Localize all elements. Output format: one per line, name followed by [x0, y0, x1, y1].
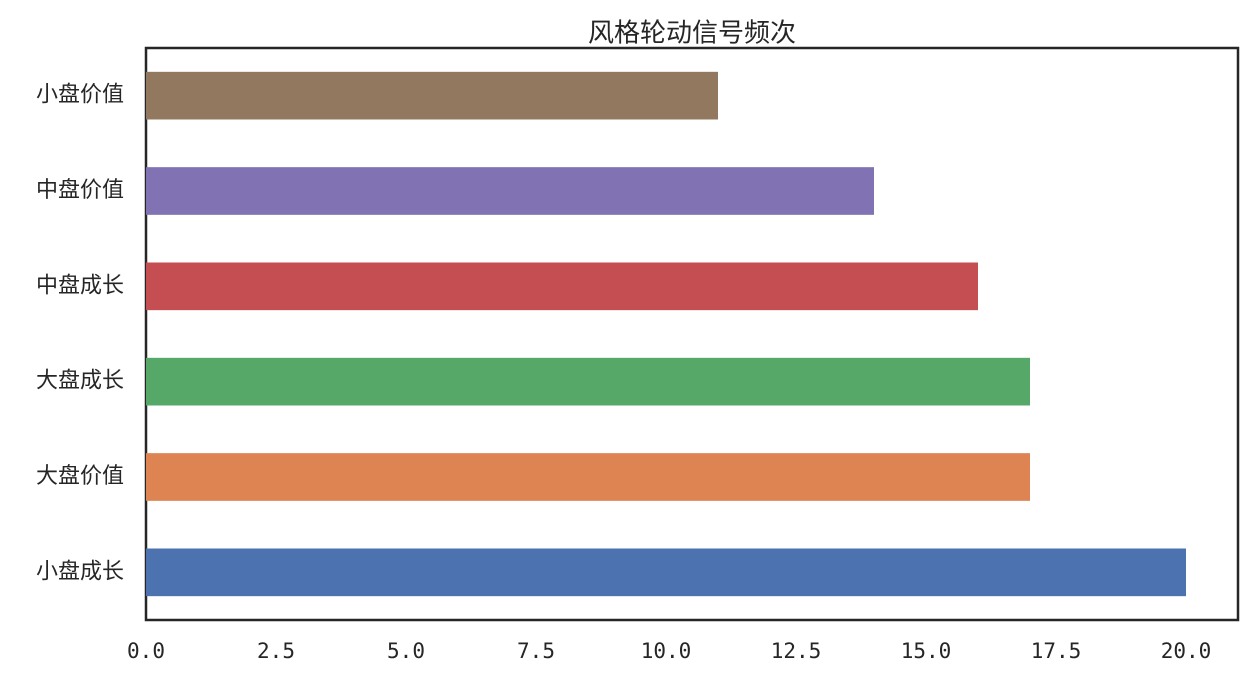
y-tick-label: 小盘价值 [36, 83, 124, 108]
plot-frame [144, 46, 1240, 622]
bar [146, 357, 1030, 406]
y-tick-label: 中盘成长 [36, 273, 124, 298]
bar [146, 548, 1186, 597]
x-tick-label: 5.0 [387, 639, 425, 663]
y-tick-label: 小盘成长 [36, 559, 124, 584]
y-tick-label: 大盘价值 [36, 464, 124, 489]
bar [146, 71, 718, 120]
x-tick-label: 2.5 [257, 639, 295, 663]
bar [146, 262, 978, 311]
x-tick-label: 10.0 [641, 639, 692, 663]
x-tick-label: 7.5 [517, 639, 555, 663]
x-tick-label: 17.5 [1031, 639, 1082, 663]
bar [146, 453, 1030, 501]
chart-title: 风格轮动信号频次 [588, 19, 796, 49]
x-tick-label: 0.0 [127, 639, 165, 663]
x-tick-label: 12.5 [771, 639, 822, 663]
y-tick-label: 中盘价值 [36, 178, 124, 203]
y-tick-label: 大盘成长 [36, 369, 124, 394]
bar [146, 167, 874, 215]
x-tick-label: 15.0 [901, 639, 952, 663]
x-tick-label: 20.0 [1161, 639, 1212, 663]
